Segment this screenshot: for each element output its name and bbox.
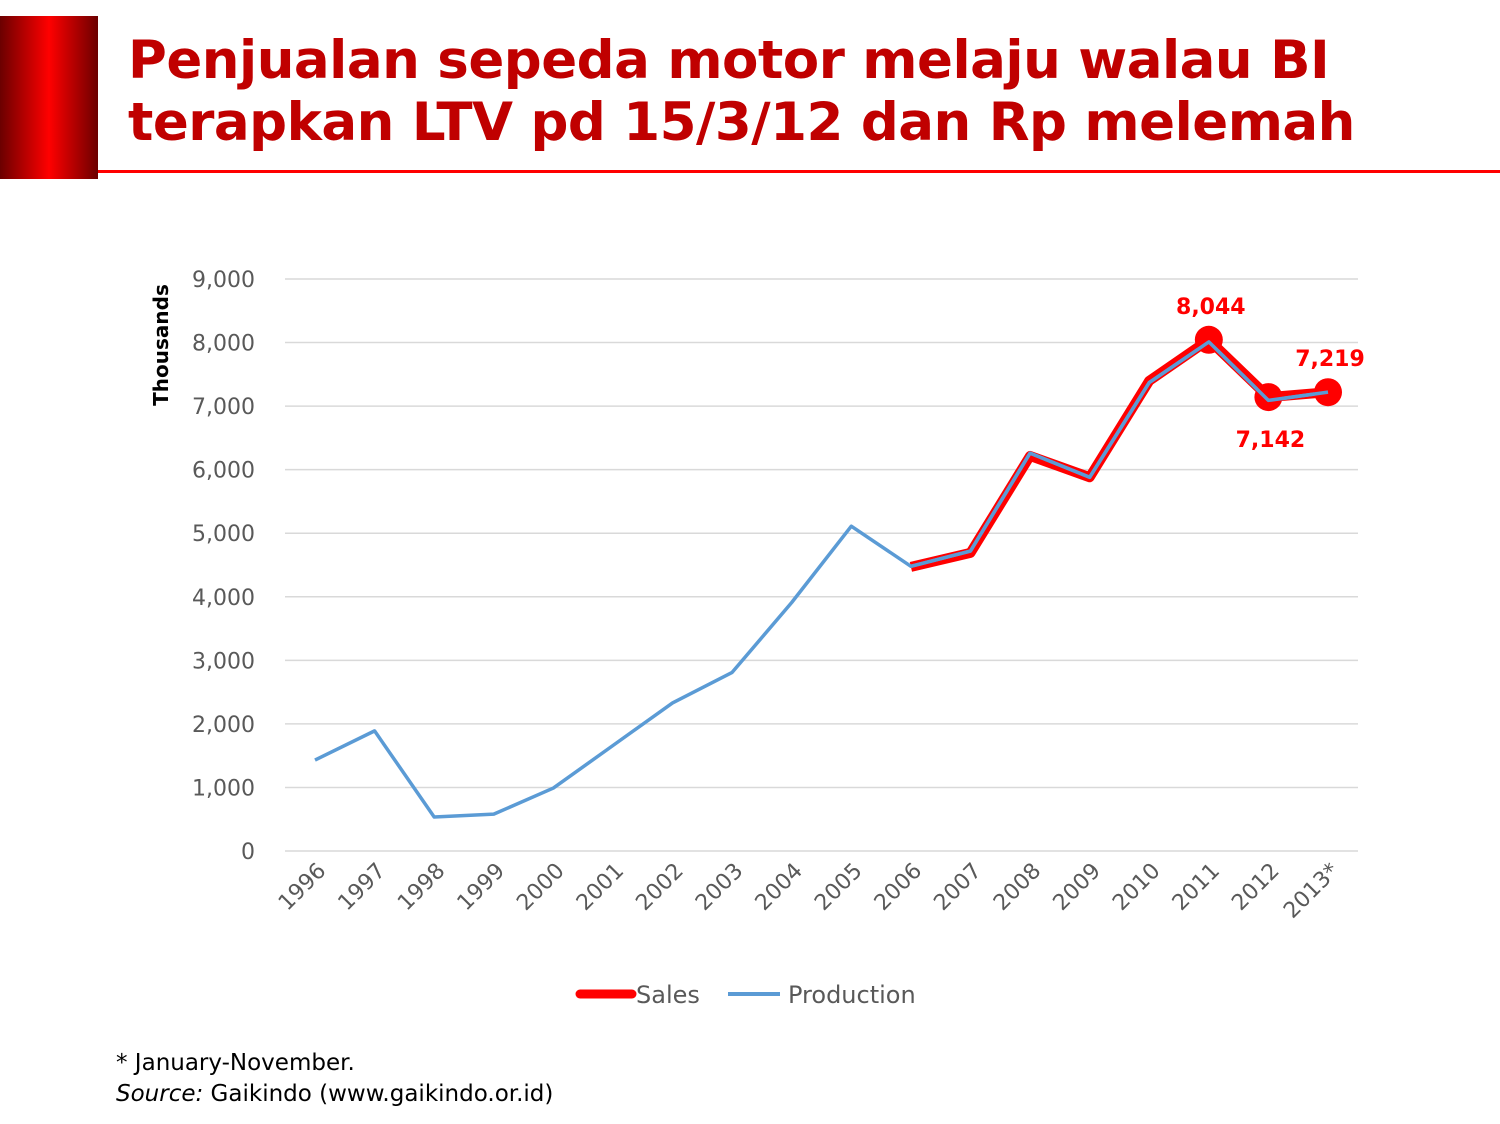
title-line-2: terapkan LTV pd 15/3/12 dan Rp melemah [128, 92, 1355, 153]
x-tick-label: 2000 [512, 859, 569, 916]
x-tick-label: 1996 [274, 859, 331, 916]
title-line-1: Penjualan sepeda motor melaju walau BI [128, 30, 1330, 91]
data-label: 7,219 [1295, 347, 1365, 372]
y-tick-label: 2,000 [192, 713, 255, 738]
x-tick-label: 2002 [631, 859, 688, 916]
x-tick-label: 2013* [1279, 859, 1344, 924]
title-accent-bar [0, 16, 98, 179]
y-tick-label: 8,000 [192, 332, 255, 357]
x-tick-label: 1999 [453, 859, 510, 916]
footnote-note: * January-November. [116, 1050, 355, 1076]
source-text: Gaikindo (www.gaikindo.or.id) [203, 1081, 554, 1107]
data-label: 8,044 [1176, 295, 1246, 320]
x-tick-label: 2005 [810, 859, 867, 916]
y-axis-label: Thousands [149, 284, 173, 406]
footnote-source: Source: Gaikindo (www.gaikindo.or.id) [116, 1079, 553, 1110]
x-tick-label: 1998 [393, 859, 450, 916]
sales-marker [1254, 383, 1283, 412]
y-tick-label: 7,000 [192, 395, 255, 420]
x-tick-label: 2009 [1049, 859, 1106, 916]
production-line [314, 340, 1329, 819]
y-tick-label: 1,000 [192, 776, 255, 801]
legend-production-label: Production [788, 981, 916, 1009]
source-label: Source: [116, 1081, 204, 1107]
page-title: Penjualan sepeda motor melaju walau BI t… [128, 30, 1355, 154]
production-line-overlay [910, 340, 1329, 568]
x-tick-label: 2001 [572, 859, 629, 916]
x-tick-label: 2011 [1168, 859, 1225, 916]
title-underline [98, 170, 1500, 173]
x-tick-label: 2012 [1227, 859, 1284, 916]
data-label: 7,142 [1236, 428, 1306, 453]
x-tick-label: 2003 [691, 859, 748, 916]
footnote: * January-November. Source: Gaikindo (ww… [116, 1048, 553, 1110]
y-tick-label: 9,000 [192, 268, 255, 293]
y-tick-label: 0 [241, 840, 255, 865]
x-tick-label: 2006 [870, 859, 927, 916]
legend: Sales Production [575, 981, 916, 1009]
x-tick-label: 2007 [929, 859, 986, 916]
y-tick-label: 6,000 [192, 459, 255, 484]
x-tick-label: 2010 [1108, 859, 1165, 916]
y-tick-label: 5,000 [192, 522, 255, 547]
y-tick-label: 3,000 [192, 649, 255, 674]
y-tick-label: 4,000 [192, 586, 255, 611]
x-tick-label: 1997 [334, 859, 391, 916]
x-tick-label: 2008 [989, 859, 1046, 916]
legend-sales-label: Sales [636, 981, 700, 1009]
x-tick-label: 2004 [751, 859, 808, 916]
